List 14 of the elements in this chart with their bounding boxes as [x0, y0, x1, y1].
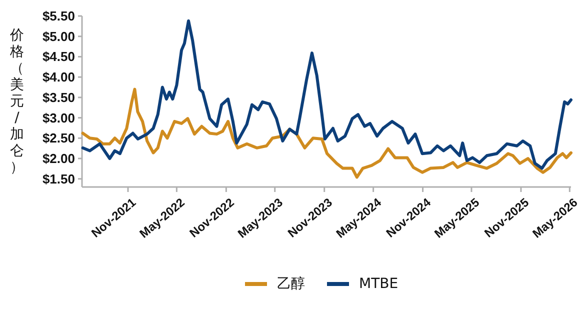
y-tick-label: $3.00 — [42, 110, 75, 126]
y-tick-label: $5.50 — [42, 8, 75, 24]
line-series — [81, 19, 572, 170]
y-tick-label: $2.50 — [42, 130, 75, 146]
y-tick-label: $1.50 — [42, 171, 75, 186]
y-tick-label: $5.00 — [42, 28, 75, 44]
text: 价格（美元/加仑） — [10, 28, 24, 176]
line-series — [81, 88, 572, 179]
y-tick-label: $2.00 — [42, 151, 75, 166]
y-tick-label: $3.50 — [42, 90, 75, 105]
y-tick-label: $4.00 — [42, 70, 75, 85]
legend-label: MTBE — [359, 276, 398, 292]
y-tick-label: $4.50 — [42, 49, 75, 64]
legend-label: 乙醇 — [277, 276, 305, 292]
